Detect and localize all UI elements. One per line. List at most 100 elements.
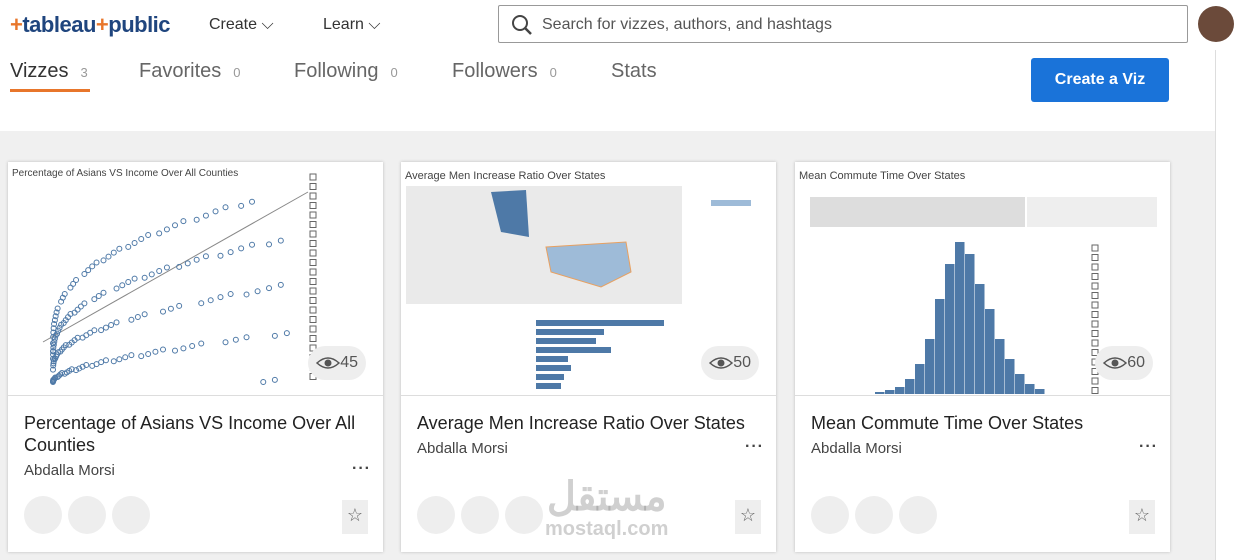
more-menu[interactable]: ··· (352, 460, 371, 477)
hist-bar (955, 242, 965, 394)
more-menu[interactable]: ··· (745, 438, 764, 455)
more-menu[interactable]: ··· (1139, 438, 1158, 455)
legend-box (1091, 301, 1099, 309)
scatter-dot (85, 267, 92, 274)
legend-box (1091, 377, 1099, 385)
avatar[interactable] (1198, 6, 1234, 42)
author[interactable]: Abdalla Morsi (24, 462, 115, 479)
story-nav (1027, 197, 1157, 227)
bar (536, 356, 568, 362)
tab[interactable]: Favorites 0 (139, 60, 240, 83)
scatter-dot (52, 332, 59, 339)
legend-box (309, 221, 317, 228)
eye-icon (709, 357, 733, 369)
scatter-dot (180, 345, 187, 352)
scatter-dot (58, 321, 65, 328)
view-count: 45 (308, 346, 366, 380)
card-title[interactable]: Percentage of Asians VS Income Over All … (24, 413, 356, 455)
trend-line (42, 191, 309, 343)
badge (899, 496, 937, 534)
favorite-star[interactable]: ☆ (342, 500, 368, 534)
scatter-dot (125, 278, 132, 285)
viz-card[interactable]: Average Men Increase Ratio Over States 50… (401, 162, 776, 552)
scatter-dot (128, 352, 135, 359)
scatter-dot (198, 300, 205, 307)
tab-label: Stats (611, 60, 657, 82)
nav-item[interactable]: Learn ⌵ (323, 16, 381, 33)
bar (536, 329, 604, 335)
logo[interactable]: +tableau+public (10, 12, 171, 37)
scatter-dot (193, 256, 200, 263)
scatter-dot (54, 305, 61, 312)
card-title[interactable]: Average Men Increase Ratio Over States (417, 413, 745, 433)
scatter-dot (217, 252, 224, 259)
scatter-dot (131, 239, 138, 246)
scatter-dot (119, 282, 126, 289)
badge (505, 496, 543, 534)
scatter-dot (116, 356, 123, 363)
hist-bar (1025, 384, 1035, 394)
map-shape (545, 241, 632, 288)
hist-bar (965, 254, 975, 394)
tab[interactable]: Vizzes 3 (10, 60, 88, 83)
scatter-dot (110, 249, 117, 256)
tab[interactable]: Stats (611, 60, 657, 83)
thumbnail: Mean Commute Time Over States 60 (795, 162, 1170, 396)
favorite-star[interactable]: ☆ (735, 500, 761, 534)
favorite-star[interactable]: ☆ (1129, 500, 1155, 534)
view-number: 60 (1127, 354, 1145, 371)
hist-bar (925, 339, 935, 394)
scatter-dot (141, 274, 148, 281)
scatter-dot (172, 347, 179, 354)
scatter-dot (152, 348, 159, 355)
badge (461, 496, 499, 534)
legend-box (1091, 292, 1099, 299)
legend-box (309, 306, 317, 314)
bar (536, 338, 596, 344)
card-title[interactable]: Mean Commute Time Over States (811, 413, 1084, 433)
legend-box (309, 297, 317, 304)
tab-count: 0 (390, 65, 398, 80)
create-button[interactable]: Create a Viz (1031, 58, 1169, 102)
tab-count: 0 (233, 65, 241, 80)
hist-bar (1035, 389, 1045, 394)
search-box[interactable]: Search for vizzes, authors, and hashtags (498, 5, 1188, 43)
scatter-dot (113, 319, 120, 326)
search-placeholder: Search for vizzes, authors, and hashtags (542, 16, 832, 33)
legend-box (309, 230, 317, 238)
viz-card[interactable]: Percentage of Asians VS Income Over All … (8, 162, 383, 552)
tab[interactable]: Following 0 (294, 60, 398, 83)
scatter-dot (232, 336, 239, 343)
bar (536, 320, 664, 326)
scatter-dot (83, 361, 90, 368)
view-count: 50 (701, 346, 759, 380)
author[interactable]: Abdalla Morsi (417, 440, 508, 457)
scatter-dot (77, 303, 84, 310)
tab-label: Following (294, 60, 379, 82)
scatter-dot (243, 334, 250, 341)
scatter-dot (57, 371, 64, 378)
thumbnail-title: Mean Commute Time Over States (799, 170, 966, 182)
tab-label: Favorites (139, 60, 222, 82)
scatter-dot (156, 267, 163, 274)
nav-item[interactable]: Create ⌵ (209, 16, 274, 33)
thumbnail: Average Men Increase Ratio Over States 50 (401, 162, 776, 396)
legend-box (309, 202, 317, 209)
scatter-dot (238, 245, 245, 252)
tab[interactable]: Followers 0 (452, 60, 557, 83)
legend-box (309, 278, 317, 285)
scatter-dot (227, 249, 234, 256)
hist-bar (1015, 374, 1025, 394)
legend-box (309, 192, 317, 200)
legend-box (1091, 387, 1099, 394)
author[interactable]: Abdalla Morsi (811, 440, 902, 457)
viz-card[interactable]: Mean Commute Time Over States 60 Mean Comm… (795, 162, 1170, 552)
scatter-dot (189, 342, 196, 349)
scatter-dot (91, 296, 98, 303)
map-shape (491, 190, 529, 237)
badge (112, 496, 150, 534)
scatter-dot (156, 230, 163, 237)
hist-bar (875, 392, 885, 394)
scatter-dot (271, 376, 278, 383)
header: +tableau+public Create ⌵ Learn ⌵ Search … (0, 0, 1237, 50)
